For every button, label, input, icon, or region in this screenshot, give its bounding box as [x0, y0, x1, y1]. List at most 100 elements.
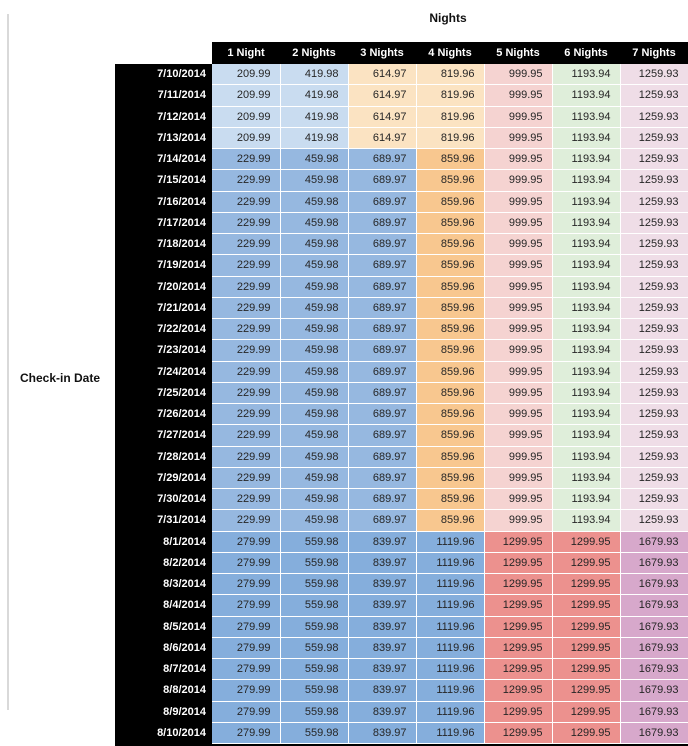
price-cell: 229.99 — [212, 488, 281, 511]
price-cell: 999.95 — [484, 318, 553, 341]
price-cell: 229.99 — [212, 509, 281, 532]
price-cell: 839.97 — [348, 531, 417, 553]
price-cell: 1259.93 — [620, 254, 688, 277]
header-row: 1 Night 2 Nights 3 Nights 4 Nights 5 Nights 6… — [115, 42, 688, 64]
table-row: 7/29/2014 229.99 459.98 689.97 859.96 999.95 1… — [115, 467, 688, 490]
table-row: 8/10/2014 279.99 559.98 839.97 1119.96 1299.9… — [115, 722, 688, 745]
price-cell: 839.97 — [348, 637, 417, 660]
price-cell: 459.98 — [280, 424, 349, 447]
checkin-date-cell: 7/30/2014 — [115, 488, 212, 510]
price-cell: 1119.96 — [416, 701, 485, 723]
price-cell: 419.98 — [280, 64, 349, 86]
checkin-date-cell: 8/6/2014 — [115, 637, 212, 659]
price-cell: 559.98 — [280, 701, 349, 723]
pricing-table-wrapper: 1 Night 2 Nights 3 Nights 4 Nights 5 Nights 6… — [115, 42, 688, 746]
price-cell: 819.96 — [416, 84, 485, 107]
price-cell: 999.95 — [484, 254, 553, 277]
price-cell: 1193.94 — [552, 339, 621, 362]
table-row: 8/9/2014 279.99 559.98 839.97 1119.96 1299.95… — [115, 701, 688, 723]
price-cell: 459.98 — [280, 509, 349, 532]
price-cell: 1259.93 — [620, 467, 688, 490]
price-cell: 819.96 — [416, 127, 485, 150]
price-cell: 999.95 — [484, 361, 553, 383]
price-cell: 1679.93 — [620, 637, 688, 660]
column-header-6-nights: 6 Nights — [552, 42, 620, 64]
price-cell: 279.99 — [212, 679, 281, 702]
price-cell: 1299.95 — [552, 552, 621, 575]
price-cell: 1299.95 — [484, 594, 553, 617]
price-cell: 999.95 — [484, 297, 553, 320]
price-cell: 614.97 — [348, 64, 417, 86]
price-cell: 279.99 — [212, 658, 281, 681]
price-cell: 459.98 — [280, 233, 349, 256]
price-cell: 279.99 — [212, 637, 281, 660]
price-cell: 419.98 — [280, 127, 349, 150]
price-cell: 999.95 — [484, 339, 553, 362]
price-cell: 279.99 — [212, 552, 281, 575]
price-cell: 559.98 — [280, 637, 349, 660]
price-cell: 1119.96 — [416, 531, 485, 553]
price-cell: 1119.96 — [416, 679, 485, 702]
price-cell: 999.95 — [484, 233, 553, 256]
price-cell: 1259.93 — [620, 276, 688, 298]
price-cell: 859.96 — [416, 446, 485, 468]
price-cell: 999.95 — [484, 382, 553, 405]
column-header-3-nights: 3 Nights — [348, 42, 416, 64]
price-cell: 1679.93 — [620, 594, 688, 617]
price-cell: 689.97 — [348, 276, 417, 298]
price-cell: 229.99 — [212, 424, 281, 447]
table-row: 7/18/2014 229.99 459.98 689.97 859.96 999.95 1… — [115, 233, 688, 256]
price-cell: 1259.93 — [620, 339, 688, 362]
price-cell: 279.99 — [212, 531, 281, 553]
price-cell: 279.99 — [212, 594, 281, 617]
price-cell: 229.99 — [212, 276, 281, 298]
price-cell: 1193.94 — [552, 191, 621, 213]
price-cell: 459.98 — [280, 254, 349, 277]
table-row: 7/13/2014 209.99 419.98 614.97 819.96 999.95 1… — [115, 127, 688, 150]
price-cell: 229.99 — [212, 403, 281, 426]
price-cell: 1193.94 — [552, 84, 621, 107]
price-cell: 229.99 — [212, 212, 281, 235]
price-cell: 1679.93 — [620, 701, 688, 723]
price-cell: 859.96 — [416, 148, 485, 171]
price-cell: 1259.93 — [620, 106, 688, 128]
price-cell: 689.97 — [348, 297, 417, 320]
price-cell: 1193.94 — [552, 382, 621, 405]
price-cell: 859.96 — [416, 212, 485, 235]
price-cell: 839.97 — [348, 722, 417, 745]
price-cell: 999.95 — [484, 169, 553, 192]
price-cell: 1679.93 — [620, 722, 688, 745]
price-cell: 229.99 — [212, 446, 281, 468]
price-cell: 819.96 — [416, 64, 485, 86]
table-row: 7/27/2014 229.99 459.98 689.97 859.96 999.95 1… — [115, 424, 688, 447]
price-cell: 689.97 — [348, 212, 417, 235]
price-cell: 279.99 — [212, 722, 281, 745]
price-cell: 689.97 — [348, 467, 417, 490]
price-cell: 1259.93 — [620, 297, 688, 320]
table-row: 7/12/2014 209.99 419.98 614.97 819.96 999.95 1… — [115, 106, 688, 128]
price-cell: 459.98 — [280, 361, 349, 383]
checkin-date-cell: 7/25/2014 — [115, 382, 212, 404]
price-cell: 689.97 — [348, 488, 417, 511]
price-cell: 1299.95 — [552, 701, 621, 723]
table-row: 7/23/2014 229.99 459.98 689.97 859.96 999.95 1… — [115, 339, 688, 362]
price-cell: 1193.94 — [552, 467, 621, 490]
checkin-date-cell: 7/13/2014 — [115, 127, 212, 149]
checkin-date-cell: 8/7/2014 — [115, 658, 212, 680]
price-cell: 839.97 — [348, 658, 417, 681]
price-cell: 859.96 — [416, 169, 485, 192]
price-cell: 229.99 — [212, 254, 281, 277]
checkin-date-cell: 7/10/2014 — [115, 64, 212, 85]
table-row: 7/19/2014 229.99 459.98 689.97 859.96 999.95 1… — [115, 254, 688, 277]
price-cell: 1259.93 — [620, 424, 688, 447]
column-header-7-nights: 7 Nights — [620, 42, 688, 64]
price-cell: 1299.95 — [484, 616, 553, 638]
price-cell: 999.95 — [484, 509, 553, 532]
price-cell: 209.99 — [212, 64, 281, 86]
table-row: 7/30/2014 229.99 459.98 689.97 859.96 999.95 1… — [115, 488, 688, 511]
price-cell: 1679.93 — [620, 531, 688, 553]
price-cell: 839.97 — [348, 679, 417, 702]
price-cell: 689.97 — [348, 339, 417, 362]
price-cell: 459.98 — [280, 382, 349, 405]
price-cell: 229.99 — [212, 297, 281, 320]
